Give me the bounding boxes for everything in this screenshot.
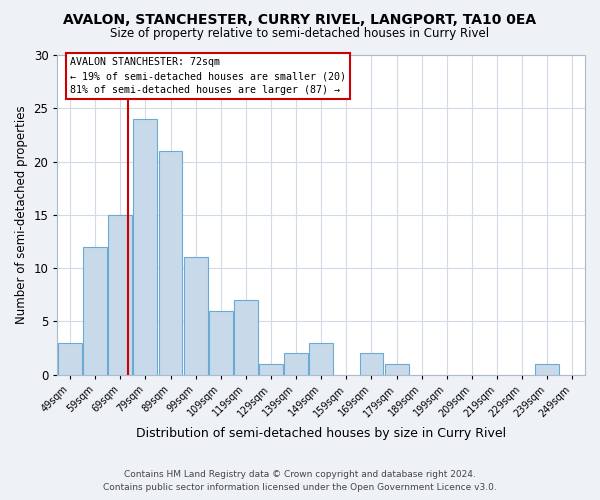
Bar <box>58 343 82 374</box>
Bar <box>385 364 409 374</box>
Bar <box>109 215 132 374</box>
Text: AVALON, STANCHESTER, CURRY RIVEL, LANGPORT, TA10 0EA: AVALON, STANCHESTER, CURRY RIVEL, LANGPO… <box>64 12 536 26</box>
Bar <box>133 119 157 374</box>
X-axis label: Distribution of semi-detached houses by size in Curry Rivel: Distribution of semi-detached houses by … <box>136 427 506 440</box>
Bar <box>259 364 283 374</box>
Text: Contains HM Land Registry data © Crown copyright and database right 2024.
Contai: Contains HM Land Registry data © Crown c… <box>103 470 497 492</box>
Bar <box>359 354 383 374</box>
Bar <box>284 354 308 374</box>
Bar <box>83 247 107 374</box>
Y-axis label: Number of semi-detached properties: Number of semi-detached properties <box>15 106 28 324</box>
Bar <box>535 364 559 374</box>
Text: AVALON STANCHESTER: 72sqm
← 19% of semi-detached houses are smaller (20)
81% of : AVALON STANCHESTER: 72sqm ← 19% of semi-… <box>70 57 346 95</box>
Bar <box>184 258 208 374</box>
Bar <box>158 151 182 374</box>
Bar <box>209 311 233 374</box>
Bar <box>309 343 333 374</box>
Text: Size of property relative to semi-detached houses in Curry Rivel: Size of property relative to semi-detach… <box>110 28 490 40</box>
Bar <box>234 300 258 374</box>
